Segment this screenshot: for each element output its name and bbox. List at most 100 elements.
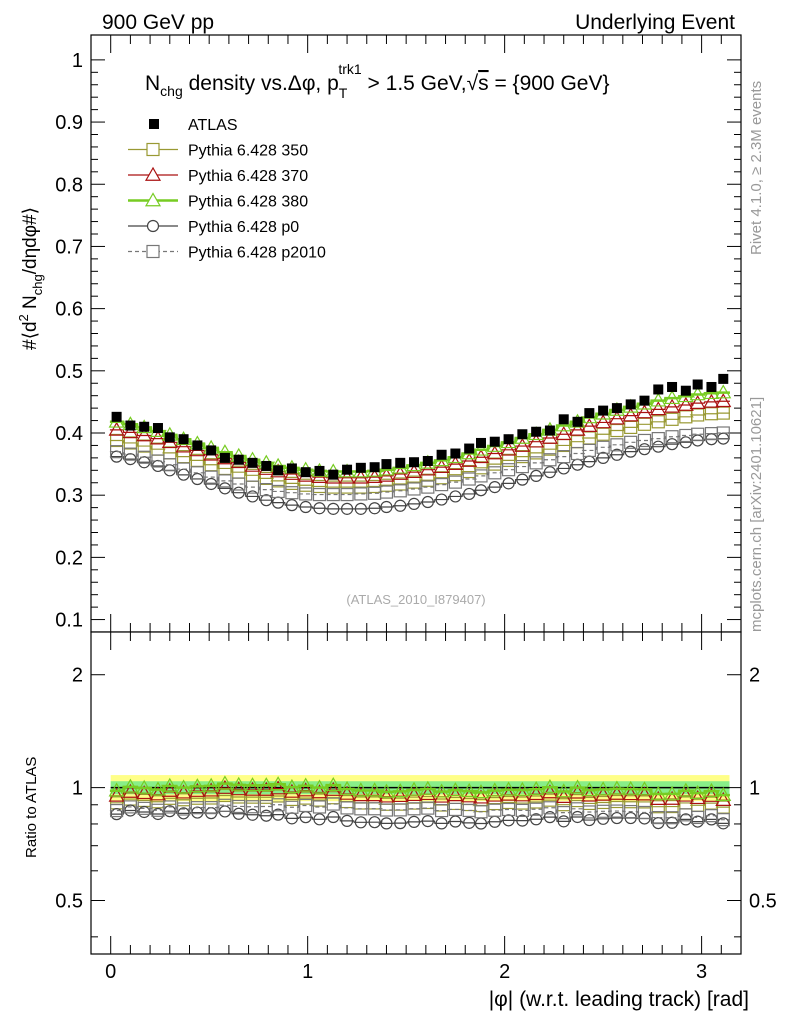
mc-data-point xyxy=(638,443,651,456)
mc-data-point xyxy=(569,779,586,794)
mc-data-point xyxy=(354,802,368,816)
mc-data-point xyxy=(622,780,639,795)
mc-data-point xyxy=(703,787,720,802)
mc-data-point xyxy=(596,804,610,818)
atlas-data-point xyxy=(247,457,258,468)
mc-data-point xyxy=(435,803,449,818)
series-line xyxy=(109,437,730,510)
mc-data-point xyxy=(421,815,434,828)
mc-data-point xyxy=(136,427,153,442)
mc-data-point xyxy=(448,802,462,817)
mc-data-point xyxy=(340,801,354,815)
mc-data-point xyxy=(608,410,625,425)
mc-data-point xyxy=(137,450,151,464)
mc-data-point xyxy=(516,473,529,486)
mc-data-point xyxy=(368,816,381,829)
mc-data-point xyxy=(203,777,220,792)
legend-label: ATLAS xyxy=(188,117,238,134)
mc-data-point xyxy=(595,781,612,796)
mc-data-point xyxy=(664,389,681,405)
mc-data-point xyxy=(474,484,488,497)
mc-data-point xyxy=(581,787,598,802)
ratio-xtick-label: 3 xyxy=(696,961,707,983)
mc-data-point xyxy=(501,802,516,817)
mc-data-point xyxy=(110,803,124,818)
mc-data-point xyxy=(650,785,667,800)
mc-data-point xyxy=(258,777,275,792)
mc-data-point xyxy=(354,487,368,501)
mc-data-point xyxy=(610,438,624,452)
mc-data-point xyxy=(716,426,730,440)
mc-data-point xyxy=(664,398,681,413)
mc-data-point xyxy=(218,788,232,803)
mc-data-point xyxy=(312,487,327,502)
mc-data-point xyxy=(665,412,679,426)
mc-data-point xyxy=(122,778,139,793)
main-ytick-label: 0.4 xyxy=(55,423,83,445)
atlas-data-point xyxy=(328,469,339,480)
mc-data-point xyxy=(144,192,162,207)
mc-data-point xyxy=(689,784,706,800)
mc-data-point xyxy=(636,781,653,796)
mc-data-point xyxy=(500,786,517,801)
atlas-data-point xyxy=(149,119,159,129)
atlas-data-point xyxy=(261,460,272,471)
mc-data-point xyxy=(354,480,368,494)
main-ylabel: #⟨d2 Nchg/dηdφ#⟩ xyxy=(16,207,45,350)
mc-data-point xyxy=(326,797,340,811)
mc-data-point xyxy=(596,795,610,810)
mc-data-point xyxy=(689,394,706,409)
mc-data-point xyxy=(230,781,247,796)
mc-data-point xyxy=(528,781,545,796)
legend-entry: Pythia 6.428 350 xyxy=(128,143,308,160)
mc-data-point xyxy=(529,456,543,470)
mc-data-point xyxy=(379,485,394,499)
ratio-xtick-label: 0 xyxy=(105,961,116,983)
mc-data-point xyxy=(244,781,261,796)
mc-data-point xyxy=(665,438,679,451)
legend-label: Pythia 6.428 380 xyxy=(188,194,308,211)
mc-data-point xyxy=(665,811,679,825)
atlas-data-point xyxy=(598,405,609,416)
mc-data-point xyxy=(474,805,488,819)
ratio-xtick-label: 1 xyxy=(302,961,313,983)
mc-data-point xyxy=(636,786,653,801)
mc-data-point xyxy=(204,801,218,815)
mc-data-point xyxy=(407,475,421,489)
mc-data-point xyxy=(501,795,516,810)
mc-data-point xyxy=(136,779,153,794)
atlas-data-point xyxy=(718,373,729,384)
main-plot-area xyxy=(91,35,741,632)
mc-data-point xyxy=(271,484,285,499)
mc-data-point xyxy=(311,784,328,799)
mc-data-point xyxy=(108,787,125,802)
mc-data-point xyxy=(637,795,652,809)
atlas-data-point xyxy=(706,381,717,392)
mc-data-point xyxy=(472,789,490,804)
mc-data-point xyxy=(352,782,369,797)
mc-data-point xyxy=(515,796,529,810)
mc-data-point xyxy=(435,493,448,506)
mc-data-point xyxy=(407,482,421,496)
mc-data-point xyxy=(448,468,462,482)
mc-data-point xyxy=(608,780,625,795)
mc-data-point xyxy=(651,800,665,814)
mc-data-point xyxy=(689,386,706,401)
ratio-series-pythia-6-428-p2010 xyxy=(109,797,730,827)
mc-data-point xyxy=(123,447,137,461)
atlas-data-point xyxy=(111,411,122,422)
mc-data-point xyxy=(528,433,545,448)
mc-data-point xyxy=(555,783,572,798)
mc-data-point xyxy=(715,791,732,806)
legend-entry: Pythia 6.428 380 xyxy=(128,192,308,211)
mc-data-point xyxy=(463,487,476,501)
mc-data-point xyxy=(354,816,367,829)
ratio-series-line xyxy=(109,782,730,797)
mc-data-point xyxy=(394,499,407,512)
ratio-ytick-label: 2 xyxy=(72,665,83,687)
mc-data-point xyxy=(246,808,259,821)
mc-data-point xyxy=(285,792,299,807)
mc-data-point xyxy=(421,801,435,815)
mc-data-point xyxy=(463,816,476,829)
main-ytick-label: 0.2 xyxy=(55,547,83,569)
